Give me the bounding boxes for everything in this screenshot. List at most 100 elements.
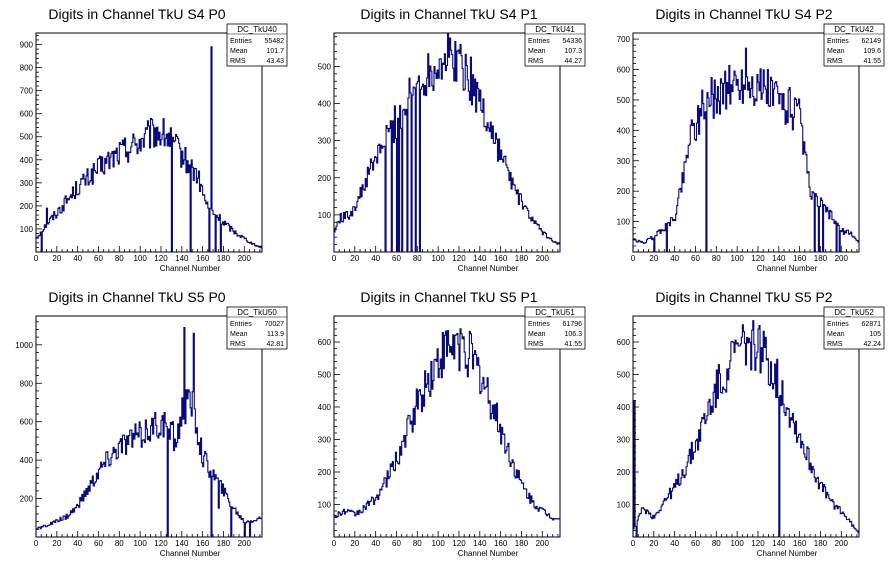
y-tick-label: 200 xyxy=(318,174,332,183)
x-tick-label: 20 xyxy=(52,254,61,263)
stats-label: Entries xyxy=(528,321,550,328)
stats-label: Mean xyxy=(230,48,248,55)
y-tick-label: 500 xyxy=(617,371,631,380)
histogram-line xyxy=(35,46,263,253)
stats-name: DC_TkU52 xyxy=(834,308,874,317)
x-axis-label: Channel Number xyxy=(757,549,818,558)
x-tick-label: 160 xyxy=(494,254,508,263)
y-tick-label: 800 xyxy=(20,379,34,388)
stats-label: Mean xyxy=(528,48,546,55)
y-tick-label: 800 xyxy=(20,64,34,73)
x-tick-label: 40 xyxy=(670,254,679,263)
x-tick-label: 120 xyxy=(452,539,466,548)
stats-value: 109.6 xyxy=(863,48,881,55)
x-tick-label: 120 xyxy=(751,254,765,263)
x-tick-label: 0 xyxy=(332,254,337,263)
stats-label: Entries xyxy=(230,38,252,45)
stats-box-frame xyxy=(524,23,586,67)
stats-label: Entries xyxy=(827,38,849,45)
y-tick-label: 400 xyxy=(20,156,34,165)
x-tick-label: 180 xyxy=(515,254,529,263)
y-tick-label: 100 xyxy=(617,501,631,510)
y-tick-label: 500 xyxy=(318,62,332,71)
x-tick-label: 200 xyxy=(536,254,550,263)
x-tick-label: 80 xyxy=(413,254,422,263)
histogram-panel-6: Digits in Channel TkU S5 P2 0 20 40 60 80 100 1… xyxy=(617,289,885,558)
x-axis-label: Channel Number xyxy=(160,264,221,273)
y-tick-label: 1000 xyxy=(15,341,33,350)
y-tick-label: 300 xyxy=(318,436,332,445)
stats-box-frame xyxy=(226,23,288,67)
x-axis-label: Channel Number xyxy=(160,549,221,558)
stats-box-frame xyxy=(524,306,586,350)
x-tick-label: 120 xyxy=(751,539,765,548)
histogram-line xyxy=(35,326,263,538)
y-tick-label: 400 xyxy=(318,403,332,412)
stats-name: DC_TkU42 xyxy=(834,25,874,34)
chart-title: Digits in Channel TkU S5 P1 xyxy=(360,289,537,305)
y-tick-label: 300 xyxy=(318,137,332,146)
x-tick-label: 160 xyxy=(494,539,508,548)
x-tick-label: 100 xyxy=(133,539,147,548)
stats-label: RMS xyxy=(230,341,246,348)
stats-name: DC_TkU40 xyxy=(237,25,277,34)
histogram-panel-1: Digits in Channel TkU S4 P0 0 20 40 60 80 100 1… xyxy=(20,6,288,273)
y-tick-label: 600 xyxy=(617,338,631,347)
stats-value: 42.81 xyxy=(266,341,284,348)
x-axis-label: Channel Number xyxy=(458,549,519,558)
stats-box: DC_TkU52 Entries 62871 Mean 105 RMS 42.24 xyxy=(823,306,885,350)
stats-label: RMS xyxy=(230,58,246,65)
x-tick-label: 80 xyxy=(712,539,721,548)
y-tick-label: 200 xyxy=(318,468,332,477)
x-tick-label: 20 xyxy=(649,539,658,548)
x-tick-label: 140 xyxy=(772,254,786,263)
y-tick-label: 400 xyxy=(617,403,631,412)
chart-title: Digits in Channel TkU S4 P1 xyxy=(360,6,537,22)
y-tick-label: 300 xyxy=(617,436,631,445)
stats-name: DC_TkU51 xyxy=(535,308,575,317)
x-tick-label: 120 xyxy=(154,539,168,548)
y-tick-label: 100 xyxy=(318,501,332,510)
stats-label: Entries xyxy=(827,321,849,328)
y-tick-label: 600 xyxy=(318,338,332,347)
y-tick-label: 100 xyxy=(20,225,34,234)
x-tick-label: 20 xyxy=(350,539,359,548)
x-tick-label: 180 xyxy=(515,539,529,548)
x-tick-label: 180 xyxy=(217,254,231,263)
y-tick-label: 200 xyxy=(617,468,631,477)
x-tick-label: 100 xyxy=(431,254,445,263)
y-tick-label: 400 xyxy=(20,456,34,465)
stats-value: 107.3 xyxy=(564,48,582,55)
stats-label: Mean xyxy=(827,48,845,55)
x-tick-label: 60 xyxy=(94,254,103,263)
y-tick-label: 600 xyxy=(20,110,34,119)
y-tick-label: 300 xyxy=(617,157,631,166)
stats-value: 70027 xyxy=(265,321,285,328)
histogram-panel-4: Digits in Channel TkU S5 P0 0 20 40 60 80 100 1… xyxy=(15,289,288,558)
x-tick-label: 200 xyxy=(238,539,252,548)
stats-box: DC_TkU51 Entries 61796 Mean 106.3 RMS 41.55 xyxy=(524,306,586,350)
chart-title: Digits in Channel TkU S5 P0 xyxy=(48,289,225,305)
x-tick-label: 0 xyxy=(631,254,636,263)
chart-title: Digits in Channel TkU S4 P0 xyxy=(48,6,225,22)
stats-label: Entries xyxy=(528,38,550,45)
stats-label: RMS xyxy=(528,341,544,348)
x-tick-label: 0 xyxy=(631,539,636,548)
stats-box: DC_TkU40 Entries 55482 Mean 101.7 RMS 43.43 xyxy=(226,23,288,67)
y-tick-label: 200 xyxy=(20,202,34,211)
y-tick-label: 600 xyxy=(20,418,34,427)
x-tick-label: 200 xyxy=(835,539,849,548)
chart-title: Digits in Channel TkU S5 P2 xyxy=(655,289,832,305)
x-tick-label: 100 xyxy=(730,254,744,263)
x-tick-label: 80 xyxy=(115,539,124,548)
x-tick-label: 80 xyxy=(712,254,721,263)
stats-box: DC_TkU41 Entries 54336 Mean 107.3 RMS 44.27 xyxy=(524,23,586,67)
histogram-line xyxy=(333,328,561,537)
x-tick-label: 40 xyxy=(371,254,380,263)
x-tick-label: 60 xyxy=(691,539,700,548)
y-tick-label: 300 xyxy=(20,179,34,188)
x-tick-label: 180 xyxy=(814,539,828,548)
stats-box: DC_TkU50 Entries 70027 Mean 113.9 RMS 42.81 xyxy=(226,306,288,350)
x-axis-label: Channel Number xyxy=(757,264,818,273)
stats-value: 61796 xyxy=(563,321,583,328)
